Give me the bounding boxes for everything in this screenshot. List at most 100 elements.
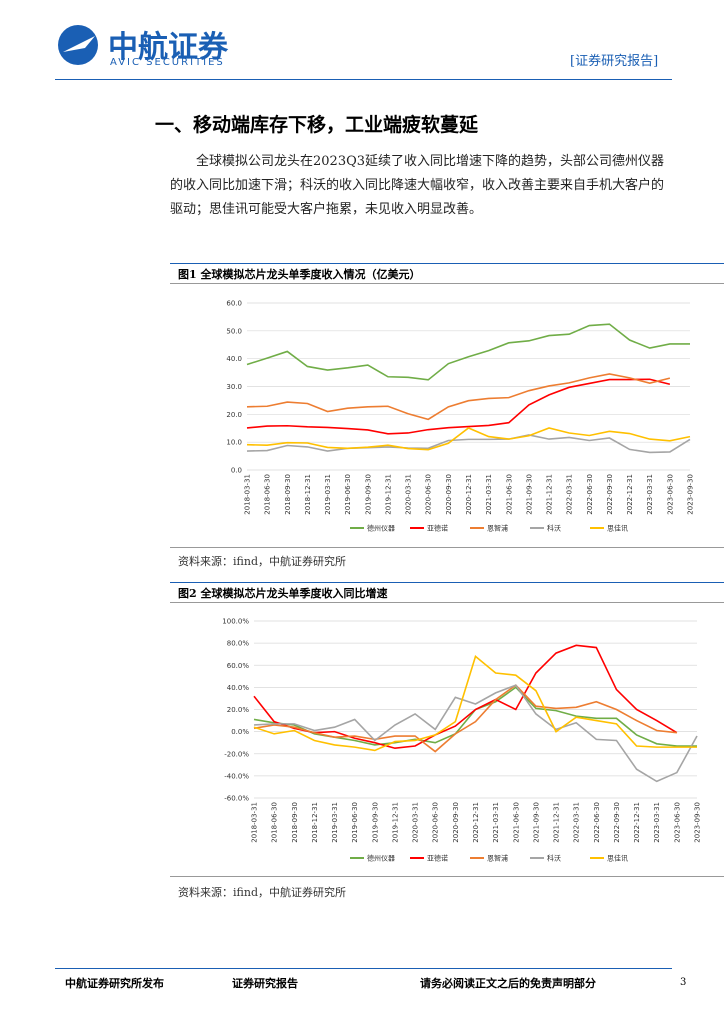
y-tick-label: 40.0 [226,355,242,363]
y-tick-label: 60.0 [226,300,242,308]
x-tick-label: 2022-06-30 [593,802,601,843]
series-line [246,373,671,421]
chart: -60.0% -40.0% -20.0% 0.0% 20.0% 40.0% 60.0% 80.… [222,618,702,863]
x-tick-label: 2018-03-31 [244,474,252,515]
x-tick-label: 2022-03-31 [566,474,574,515]
series-line [246,378,671,435]
x-tick-label: 2022-09-30 [613,802,621,843]
section-title: 一、移动端库存下移，工业端疲软蔓延 [155,114,479,136]
x-tick-label: 2020-12-31 [465,474,473,515]
x-tick-label: 2018-09-30 [284,474,292,515]
x-tick-label: 2020-06-30 [425,474,433,515]
footer-left: 中航证券研究所发布 [65,977,164,990]
page-number: 3 [680,977,687,988]
y-tick-label: 10.0 [226,439,242,447]
x-tick-label: 2019-03-31 [324,474,332,515]
figure-caption: 图2 全球模拟芯片龙头单季度收入同比增速 [178,587,388,600]
y-tick-label: 0.0% [231,728,249,736]
x-tick-label: 2018-03-31 [251,802,259,843]
legend-label: 德州仪器 [367,854,395,863]
y-tick-label: 40.0% [227,684,250,692]
y-tick-label: 100.0% [222,618,249,626]
legend-label: 恩智浦 [487,524,508,533]
x-tick-label: 2019-09-30 [371,802,379,843]
y-tick-label: 0.0 [231,467,242,475]
x-tick-label: 2022-09-30 [606,474,614,515]
x-tick-label: 2020-06-30 [432,802,440,843]
y-tick-label: 30.0 [226,383,242,391]
legend-label: 德州仪器 [367,524,395,533]
x-tick-label: 2018-12-31 [311,802,319,843]
x-tick-label: 2018-09-30 [291,802,299,843]
y-tick-label: 20.0 [226,411,242,419]
figure-rule [170,263,724,264]
logo-en: AVIC SECURITIES [110,57,225,68]
x-tick-label: 2021-12-31 [553,802,561,843]
logo-text: 中航证券 [108,30,228,65]
logo-icon [58,25,98,65]
legend-label: 恩智浦 [487,854,508,863]
legend-label: 科沃 [547,524,561,533]
x-tick-label: 2023-03-31 [646,474,654,515]
y-tick-label: 50.0 [226,327,242,335]
figure-source: 资料来源：ifind，中航证券研究所 [178,886,346,899]
legend-label: 亚德诺 [427,524,448,533]
chart: 0.0 10.0 20.0 30.0 40.0 50.0 60.0 2018-03-31 201… [226,300,695,533]
y-tick-label: -20.0% [224,750,249,758]
figure-rule [170,283,724,284]
x-tick-label: 2023-09-30 [694,802,702,843]
x-tick-label: 2022-12-31 [633,802,641,843]
x-tick-label: 2019-12-31 [384,474,392,515]
x-tick-label: 2020-09-30 [445,474,453,515]
x-tick-label: 2020-03-31 [412,802,420,843]
x-tick-label: 2018-06-30 [264,474,272,515]
x-tick-label: 2020-03-31 [405,474,413,515]
x-tick-label: 2019-12-31 [391,802,399,843]
series-line [253,684,698,783]
footer-right: 请务必阅读正文之后的免责声明部分 [420,977,596,990]
series-line [253,684,677,753]
footer-middle: 证券研究报告 [232,977,298,990]
x-tick-label: 2019-03-31 [331,802,339,843]
x-tick-label: 2023-09-30 [687,474,695,515]
x-tick-label: 2021-03-31 [492,802,500,843]
x-tick-label: 2020-09-30 [452,802,460,843]
x-tick-label: 2022-06-30 [586,474,594,515]
paragraph: 全球模拟公司龙头在2023Q3延续了收入同比增速下降的趋势，头部公司德州仪器的收… [170,154,665,217]
series-line [253,655,697,752]
figure-rule [170,602,724,603]
figure-caption: 图1 全球模拟芯片龙头单季度收入情况（亿美元） [178,268,421,281]
figure-rule [170,876,724,877]
series-line [246,427,691,451]
y-tick-label: -40.0% [224,772,249,780]
x-tick-label: 2022-03-31 [573,802,581,843]
legend-label: 思佳讯 [607,854,628,863]
y-tick-label: 60.0% [227,662,250,670]
figure-rule [170,547,724,548]
x-tick-label: 2020-12-31 [472,802,480,843]
y-tick-label: 20.0% [227,706,250,714]
x-tick-label: 2021-03-31 [485,474,493,515]
header-rule [55,79,672,80]
legend-label: 思佳讯 [607,524,628,533]
y-tick-label: 80.0% [227,640,250,648]
x-tick-label: 2021-12-31 [546,474,554,515]
x-tick-label: 2021-09-30 [525,474,533,515]
x-tick-label: 2021-06-30 [505,474,513,515]
x-tick-label: 2023-06-30 [666,474,674,515]
y-tick-label: -60.0% [224,795,249,803]
x-tick-label: 2023-03-31 [653,802,661,843]
x-tick-label: 2018-06-30 [271,802,279,843]
footer-rule [55,968,672,969]
series-line [246,323,690,381]
x-tick-label: 2018-12-31 [304,474,312,515]
x-tick-label: 2019-06-30 [351,802,359,843]
x-tick-label: 2022-12-31 [626,474,634,515]
figure-rule [170,582,724,583]
report-tag: [证券研究报告] [570,54,659,69]
figure-source: 资料来源：ifind，中航证券研究所 [178,555,346,568]
x-tick-label: 2021-06-30 [512,802,520,843]
series-line [246,434,691,454]
legend-label: 亚德诺 [427,854,448,863]
